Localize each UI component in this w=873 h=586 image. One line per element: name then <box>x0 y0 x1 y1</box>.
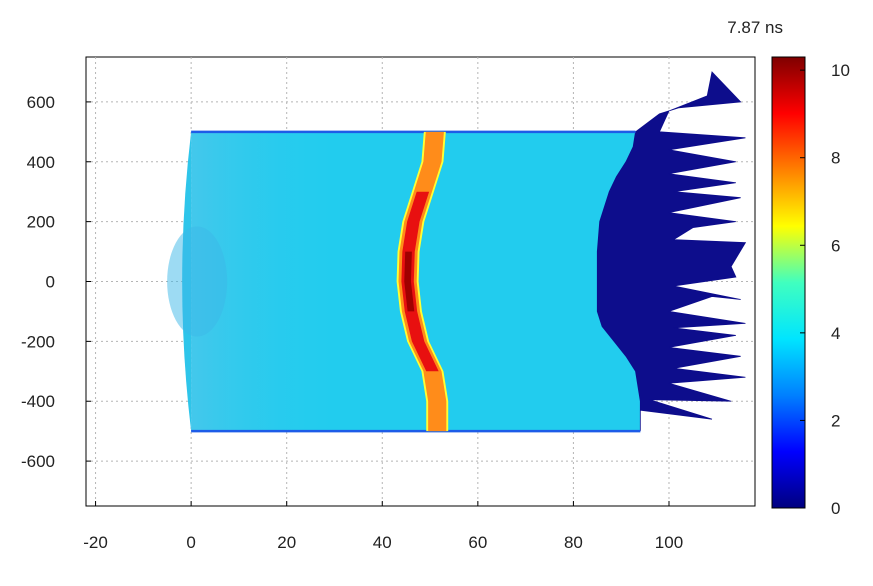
colorbar-gradient <box>771 56 806 509</box>
y-tick-label: 0 <box>46 273 55 292</box>
x-tick-label: 60 <box>468 533 487 552</box>
shock-band-peak <box>404 251 415 312</box>
shock-band-edge <box>398 131 447 432</box>
colorbar-tick-label: 4 <box>831 324 840 343</box>
x-tick-label: 0 <box>186 533 195 552</box>
x-tick-label: -20 <box>83 533 108 552</box>
y-axis: 600 400 200 0 -200 -400 -600 <box>21 93 91 471</box>
x-tick-label: 80 <box>564 533 583 552</box>
colorbar: 0 2 4 6 8 10 <box>771 56 850 518</box>
y-tick-label: -600 <box>21 452 55 471</box>
time-label: 7.87 ns <box>727 18 783 37</box>
shock-band-core <box>401 191 439 372</box>
y-tick-label: -400 <box>21 392 55 411</box>
colorbar-tick-label: 2 <box>831 411 840 430</box>
left-low-region <box>167 226 228 337</box>
y-tick-label: 200 <box>27 213 55 232</box>
y-tick-label: 400 <box>27 153 55 172</box>
y-tick-label: -200 <box>21 332 55 351</box>
colorbar-tick-label: 8 <box>831 149 840 168</box>
x-tick-label: 40 <box>373 533 392 552</box>
x-axis: -20 0 20 40 60 80 100 <box>83 501 683 552</box>
colorbar-tick-label: 0 <box>831 499 840 518</box>
colorbar-tick-label: 6 <box>831 236 840 255</box>
x-tick-label: 20 <box>277 533 296 552</box>
low-density-front <box>596 71 747 432</box>
x-tick-label: 100 <box>655 533 683 552</box>
field-layer <box>167 71 747 433</box>
y-tick-label: 600 <box>27 93 55 112</box>
colorbar-tick-label: 10 <box>831 61 850 80</box>
